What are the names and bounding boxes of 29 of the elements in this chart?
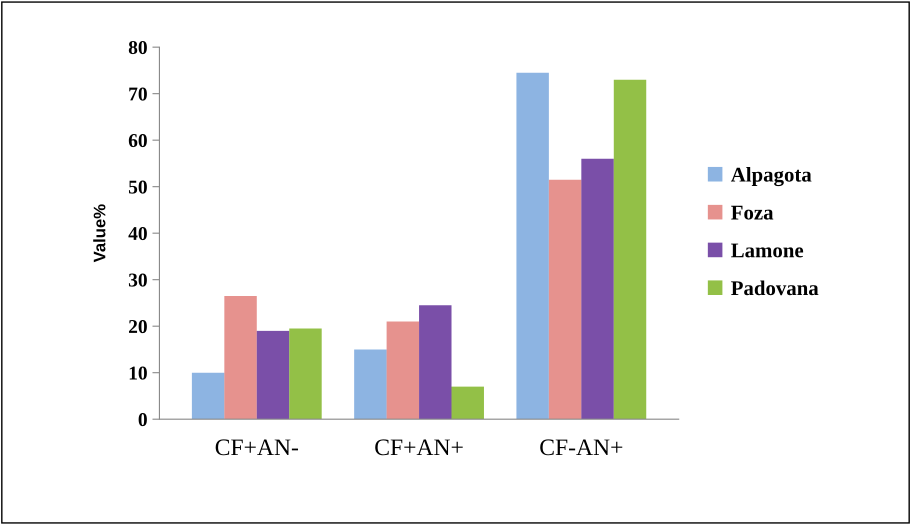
- y-tick-label: 60: [128, 134, 147, 148]
- bar: [386, 322, 420, 420]
- bar: [224, 296, 257, 420]
- bar: [354, 349, 387, 420]
- y-tick-label: 30: [128, 274, 147, 287]
- legend-label: Alpagota: [730, 167, 812, 186]
- bar: [192, 372, 224, 420]
- y-axis-title: Value%: [93, 204, 106, 262]
- bar: [548, 180, 582, 420]
- bar: [419, 305, 452, 420]
- y-tick-label: 50: [128, 180, 147, 194]
- legend-label: Padovana: [731, 280, 818, 296]
- bar: [256, 330, 290, 420]
- y-tick-label: 10: [130, 366, 147, 380]
- y-tick-label: 0: [138, 413, 147, 426]
- y-tick-label: 80: [128, 40, 147, 54]
- x-tick-label: CF-AN+: [540, 439, 622, 456]
- bar: [452, 386, 484, 420]
- y-tick-label: 20: [128, 320, 147, 334]
- bar: [516, 72, 549, 420]
- legend-label: Lamone: [731, 244, 804, 258]
- bar: [614, 80, 646, 420]
- y-tick-label: 70: [129, 87, 147, 101]
- bar: [581, 158, 614, 420]
- bar: [289, 328, 322, 420]
- x-tick-label: CF+AN-: [216, 439, 298, 456]
- legend-label: Foza: [731, 206, 774, 220]
- x-tick-label: CF+AN+: [375, 439, 463, 456]
- y-tick-label: 40: [128, 226, 147, 240]
